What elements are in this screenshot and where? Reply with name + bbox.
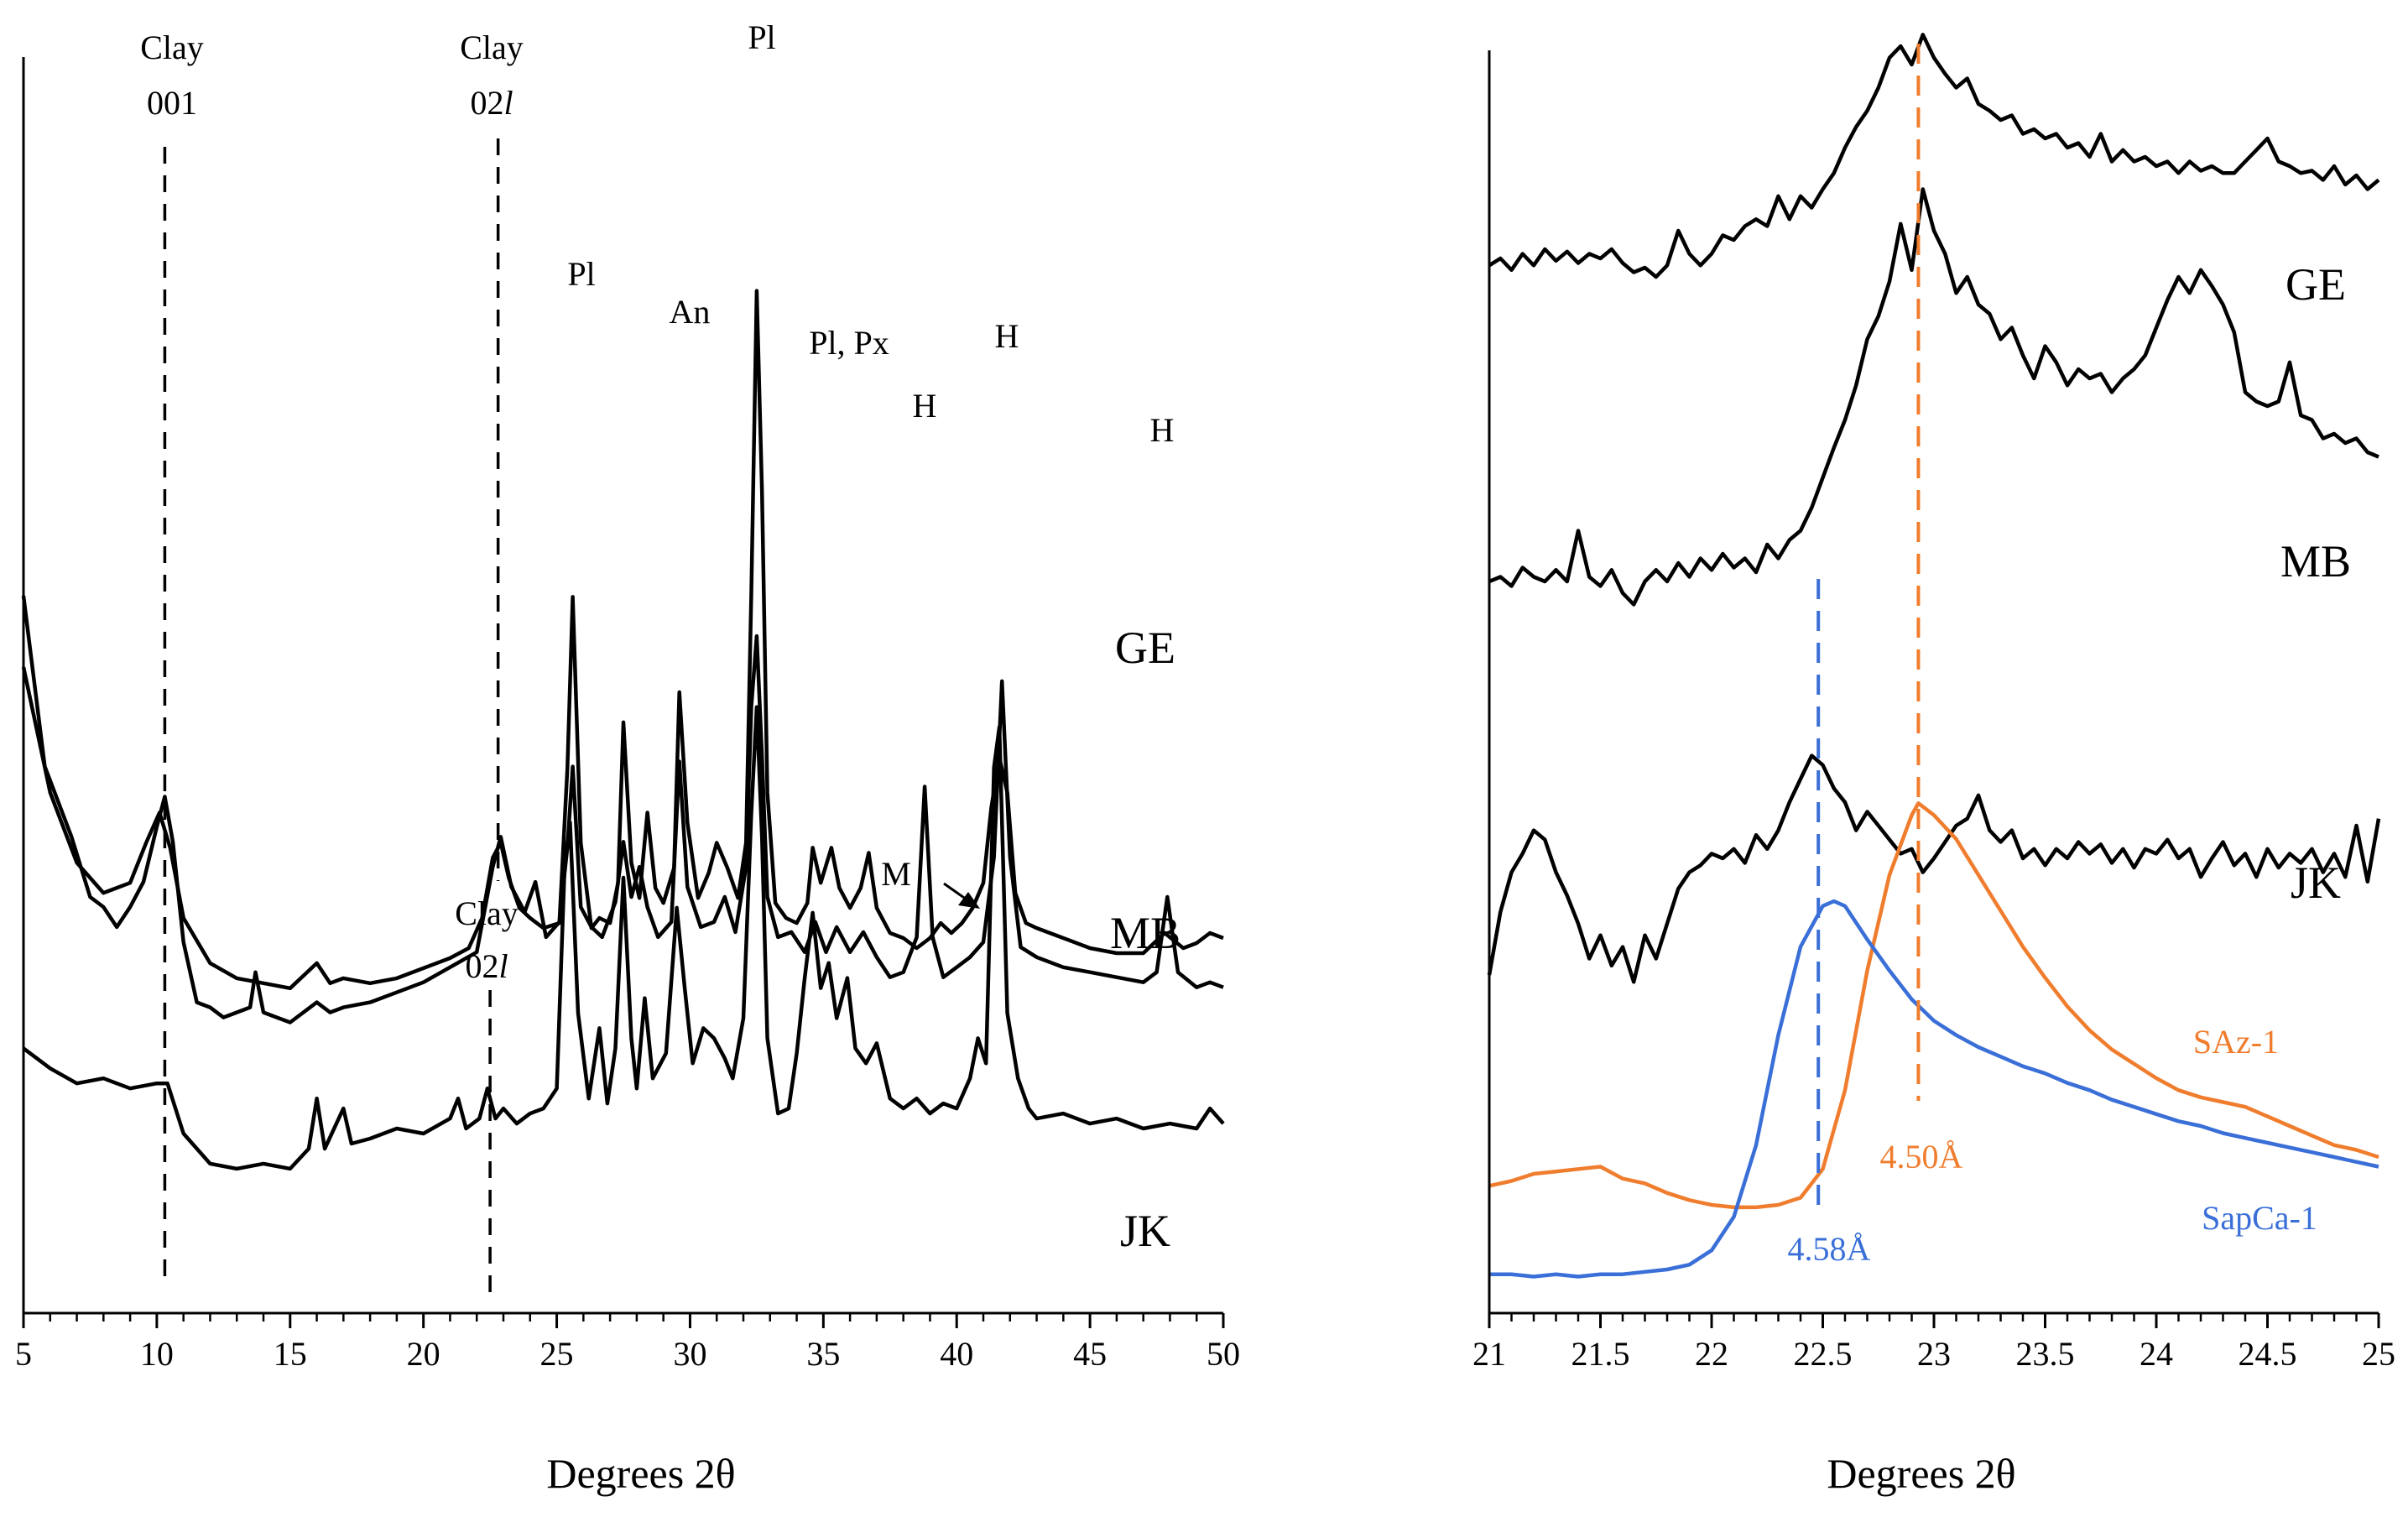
left-x-ticks <box>22 1313 1225 1328</box>
right-x-tick-labels: 21 21.5 22 22.5 23 23.5 24 24.5 25 <box>1472 1335 2395 1373</box>
right-xrd-panel: 21 21.5 22 22.5 23 23.5 24 24.5 25 Degrees 2θ GE… <box>1472 33 2395 1497</box>
clay-02l-jk-label-line2: 02l <box>465 947 508 985</box>
left-peak-annotations: Pl Pl An Pl, Px H H H M <box>567 18 1174 909</box>
right-x-tick-label: 25 <box>2362 1335 2395 1373</box>
left-x-tick-label: 20 <box>407 1335 440 1373</box>
right-sample-label-ge: GE <box>2286 259 2346 310</box>
d-spacing-label-4-50: 4.50Å <box>1880 1138 1963 1176</box>
left-sample-labels: GE MB JK <box>1110 623 1181 1256</box>
left-x-tick-labels: 5 10 15 20 25 30 35 40 45 50 <box>15 1335 1240 1373</box>
left-x-axis-title: Degrees 2θ <box>546 1450 735 1497</box>
left-sample-label-mb: MB <box>1110 908 1181 958</box>
left-series-mb-line <box>21 595 1224 1024</box>
reference-label-saz-1: SAz-1 <box>2193 1023 2279 1061</box>
clay-02l-jk-label-italic: l <box>498 947 508 985</box>
left-clay-labels: Clay 001 Clay 02l Clay 02l <box>140 29 524 985</box>
left-reference-lines <box>163 138 500 1296</box>
left-sample-label-ge: GE <box>1115 623 1175 673</box>
left-series-jk-line <box>22 705 1225 1171</box>
left-x-tick-label: 40 <box>940 1335 973 1373</box>
right-x-tick-label: 23 <box>1917 1335 1951 1373</box>
annotation-m-arrow-head <box>958 892 980 909</box>
clay-02l-top-label-digits: 02 <box>470 84 503 122</box>
left-x-tick-label: 5 <box>15 1335 32 1373</box>
annotation-m: M <box>881 855 911 893</box>
left-sample-label-jk: JK <box>1120 1206 1170 1256</box>
clay-001-label-line1: Clay <box>140 29 204 66</box>
right-x-axis-title: Degrees 2θ <box>1827 1450 2015 1497</box>
left-xrd-panel: 5 10 15 20 25 30 35 40 45 50 Degrees 2θ Clay 001 … <box>15 18 1240 1497</box>
right-sample-labels: GE MB JK <box>2280 259 2351 908</box>
clay-02l-jk-label-digits: 02 <box>465 947 498 985</box>
annotation-m-arrow-shaft <box>943 882 967 901</box>
clay-02l-top-label-italic: l <box>503 84 513 122</box>
right-series-ge-line <box>1488 33 2380 279</box>
annotation-h-42: H <box>995 317 1019 355</box>
right-reference-lines <box>1816 44 1921 1210</box>
right-series-jk-line <box>1487 753 2381 984</box>
clay-02l-top-label-line2: 02l <box>470 84 513 122</box>
d-spacing-label-4-58: 4.58Å <box>1788 1230 1871 1268</box>
right-x-tick-label: 21.5 <box>1571 1335 1630 1373</box>
annotation-an: An <box>670 293 711 331</box>
clay-02l-top-label-line1: Clay <box>460 29 524 66</box>
left-x-axis: 5 10 15 20 25 30 35 40 45 50 Degrees 2θ <box>15 57 1240 1497</box>
right-series-saz-1-line <box>1488 801 2379 1210</box>
right-x-tick-label: 24.5 <box>2239 1335 2297 1373</box>
right-x-tick-label: 22.5 <box>1794 1335 1853 1373</box>
annotation-h-48: H <box>1150 411 1175 449</box>
right-reference-labels: SAz-1 SapCa-1 4.50Å 4.58Å <box>1788 1023 2317 1268</box>
right-series-sapca-1-line <box>1489 899 2379 1279</box>
clay-02l-jk-label-line1: Clay <box>455 894 519 932</box>
right-series-group <box>1487 33 2381 1279</box>
right-sample-label-jk: JK <box>2291 858 2341 908</box>
left-x-tick-label: 30 <box>673 1335 706 1373</box>
left-x-tick-label: 15 <box>274 1335 307 1373</box>
left-x-tick-label: 10 <box>140 1335 174 1373</box>
annotation-h-39: H <box>913 387 937 425</box>
annotation-pl-px: Pl, Px <box>809 324 889 362</box>
right-x-axis: 21 21.5 22 22.5 23 23.5 24 24.5 25 Degrees 2θ <box>1472 50 2395 1497</box>
right-series-mb-line <box>1488 187 2379 607</box>
left-x-tick-label: 50 <box>1207 1335 1240 1373</box>
annotation-pl-32: Pl <box>748 18 775 56</box>
right-x-ticks <box>1488 1313 2380 1328</box>
right-x-tick-label: 22 <box>1695 1335 1728 1373</box>
left-x-tick-label: 25 <box>540 1335 574 1373</box>
left-series-group <box>21 289 1225 1171</box>
annotation-pl-25: Pl <box>567 255 595 293</box>
clay-001-label-line2: 001 <box>147 84 197 122</box>
right-sample-label-mb: MB <box>2280 536 2351 586</box>
right-x-tick-label: 24 <box>2140 1335 2173 1373</box>
left-series-ge-line <box>21 289 1224 991</box>
left-x-tick-label: 35 <box>806 1335 840 1373</box>
right-x-tick-label: 23.5 <box>2016 1335 2075 1373</box>
left-x-tick-label: 45 <box>1073 1335 1107 1373</box>
reference-label-sapca-1: SapCa-1 <box>2202 1199 2317 1237</box>
right-x-tick-label: 21 <box>1472 1335 1506 1373</box>
